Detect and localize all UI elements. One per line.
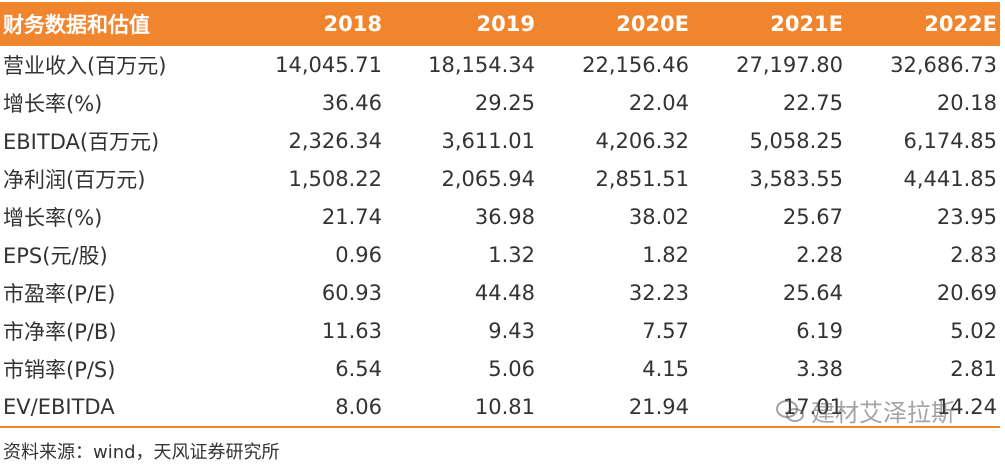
value-cell: 3,583.55 — [749, 167, 843, 191]
value-cell: 1,508.22 — [288, 167, 382, 191]
value-cell: 8.06 — [230, 388, 385, 428]
value-cell: 2,326.34 — [288, 129, 382, 153]
value-cell: 9.43 — [488, 319, 535, 343]
value-cell: 1.82 — [642, 243, 689, 267]
value-cell: 44.48 — [474, 281, 535, 305]
table-row: EPS(元/股) 0.96 1.32 1.82 2.28 2.83 — [0, 236, 1000, 274]
row-label: 市净率(P/B) — [3, 320, 117, 344]
value-cell: 2,851.51 — [595, 167, 689, 191]
value-cell: 6,174.85 — [903, 129, 997, 153]
value-cell: 32.23 — [628, 281, 689, 305]
table-row: EBITDA(百万元) 2,326.34 3,611.01 4,206.32 5,058… — [0, 122, 1000, 160]
header-row: 财务数据和估值 2018 2019 2020E 2021E 2022E — [0, 2, 1000, 46]
row-label: EV/EBITDA — [0, 388, 230, 428]
table-row: 增长率(%) 36.46 29.25 22.04 22.75 20.18 — [0, 84, 1000, 122]
value-cell: 2,065.94 — [441, 167, 535, 191]
row-label: 增长率(%) — [3, 92, 103, 116]
value-cell: 10.81 — [385, 388, 538, 428]
row-label: 市销率(P/S) — [3, 358, 116, 382]
value-cell: 14.24 — [846, 388, 1000, 428]
value-cell: 11.63 — [321, 319, 382, 343]
value-cell: 20.18 — [936, 91, 997, 115]
value-cell: 17.01 — [692, 388, 846, 428]
value-cell: 3,611.01 — [441, 129, 535, 153]
row-label: 净利润(百万元) — [3, 168, 146, 192]
value-cell: 1.32 — [488, 243, 535, 267]
value-cell: 27,197.80 — [736, 53, 843, 77]
value-cell: 5.06 — [488, 357, 535, 381]
table-row: 市净率(P/B) 11.63 9.43 7.57 6.19 5.02 — [0, 312, 1000, 350]
header-cell: 2021E — [692, 2, 846, 46]
value-cell: 4,206.32 — [595, 129, 689, 153]
header-cell: 2022E — [846, 2, 1000, 46]
value-cell: 4.15 — [642, 357, 689, 381]
value-cell: 32,686.73 — [890, 53, 997, 77]
table-row: 净利润(百万元) 1,508.22 2,065.94 2,851.51 3,583.55… — [0, 160, 1000, 198]
header-cell: 2020E — [538, 2, 692, 46]
watermark: 建材艾泽拉斯 — [775, 393, 955, 428]
value-cell: 21.94 — [538, 388, 692, 428]
table-row: 增长率(%) 21.74 36.98 38.02 25.67 23.95 — [0, 198, 1000, 236]
value-cell: 2.83 — [950, 243, 997, 267]
value-cell: 21.74 — [321, 205, 382, 229]
value-cell: 25.64 — [782, 281, 843, 305]
value-cell: 18,154.34 — [428, 53, 535, 77]
value-cell: 6.19 — [796, 319, 843, 343]
source-note: 资料来源：wind，天风证券研究所 — [3, 442, 280, 463]
value-cell: 6.54 — [335, 357, 382, 381]
header-cell: 2018 — [230, 2, 385, 46]
value-cell: 5,058.25 — [749, 129, 843, 153]
header-cell: 财务数据和估值 — [0, 2, 230, 46]
value-cell: 4,441.85 — [903, 167, 997, 191]
row-label: EPS(元/股) — [3, 244, 108, 268]
value-cell: 20.69 — [936, 281, 997, 305]
wechat-icon — [776, 399, 804, 422]
value-cell: 22.75 — [782, 91, 843, 115]
table-body: 营业收入(百万元) 14,045.71 18,154.34 22,156.46 27,1… — [0, 46, 1000, 428]
header-cell: 2019 — [385, 2, 538, 46]
row-label: EBITDA(百万元) — [3, 130, 160, 154]
value-cell: 22.04 — [628, 91, 689, 115]
value-cell: 23.95 — [936, 205, 997, 229]
value-cell: 29.25 — [474, 91, 535, 115]
value-cell: 5.02 — [950, 319, 997, 343]
row-label: 营业收入(百万元) — [3, 54, 167, 78]
value-cell: 22,156.46 — [582, 53, 689, 77]
table-row: 市盈率(P/E) 60.93 44.48 32.23 25.64 20.69 — [0, 274, 1000, 312]
value-cell: 3.38 — [796, 357, 843, 381]
valuation-table: 财务数据和估值 2018 2019 2020E 2021E 2022E 营业收入(百万元)… — [0, 2, 1000, 428]
table-row: 营业收入(百万元) 14,045.71 18,154.34 22,156.46 27,1… — [0, 46, 1000, 84]
value-cell: 36.98 — [474, 205, 535, 229]
value-cell: 60.93 — [321, 281, 382, 305]
watermark-text: 建材艾泽拉斯 — [811, 399, 955, 427]
table-row: EV/EBITDA 8.06 10.81 21.94 17.01 14.24 — [0, 388, 1000, 428]
value-cell: 2.28 — [796, 243, 843, 267]
value-cell: 14,045.71 — [275, 53, 382, 77]
table-row: 市销率(P/S) 6.54 5.06 4.15 3.38 2.81 — [0, 350, 1000, 388]
value-cell: 36.46 — [321, 91, 382, 115]
value-cell: 2.81 — [950, 357, 997, 381]
value-cell: 25.67 — [782, 205, 843, 229]
value-cell: 0.96 — [335, 243, 382, 267]
row-label: 市盈率(P/E) — [3, 282, 116, 306]
value-cell: 7.57 — [642, 319, 689, 343]
value-cell: 38.02 — [628, 205, 689, 229]
row-label: 增长率(%) — [3, 206, 103, 230]
